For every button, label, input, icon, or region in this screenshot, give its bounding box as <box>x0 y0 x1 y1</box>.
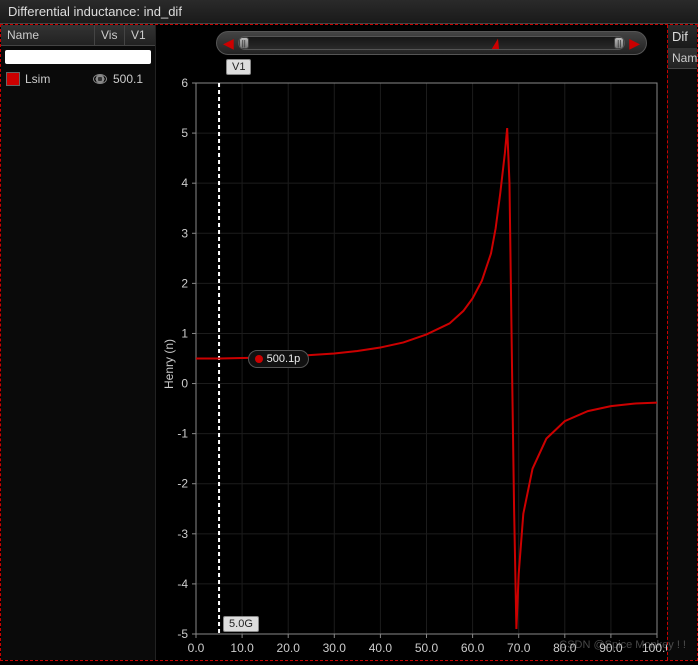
svg-text:80.0: 80.0 <box>553 641 577 655</box>
y-axis-label: Henry (n) <box>162 338 176 388</box>
main-area: Name Vis V1 Lsim 500.1 ◀ || || ▶ V1 <box>0 24 698 661</box>
svg-text:-4: -4 <box>177 577 188 591</box>
svg-text:60.0: 60.0 <box>461 641 485 655</box>
cursor-x-flag[interactable]: 5.0G <box>223 616 259 632</box>
chart-svg: -5-4-3-2-101234560.010.020.030.040.050.0… <box>156 77 667 660</box>
svg-text:4: 4 <box>181 176 188 190</box>
svg-text:-1: -1 <box>177 427 188 441</box>
svg-text:30.0: 30.0 <box>323 641 347 655</box>
svg-text:5: 5 <box>181 126 188 140</box>
slider-right-arrow-icon[interactable]: ▶ <box>629 35 640 52</box>
svg-text:2: 2 <box>181 276 188 290</box>
svg-text:50.0: 50.0 <box>415 641 439 655</box>
visibility-eye-icon[interactable] <box>93 74 107 84</box>
window-title: Differential inductance: ind_dif <box>0 0 698 24</box>
svg-text:6: 6 <box>181 77 188 90</box>
legend-value: 500.1 <box>113 72 149 86</box>
data-marker-flag[interactable]: 500.1p <box>248 350 310 368</box>
svg-text:1: 1 <box>181 326 188 340</box>
legend-row-lsim[interactable]: Lsim 500.1 <box>1 68 155 90</box>
range-slider[interactable]: ◀ || || ▶ <box>216 31 647 55</box>
slider-left-arrow-icon[interactable]: ◀ <box>223 35 234 52</box>
svg-text:0.0: 0.0 <box>188 641 205 655</box>
svg-text:-2: -2 <box>177 477 188 491</box>
svg-text:-3: -3 <box>177 527 188 541</box>
v1-cursor-flag[interactable]: V1 <box>226 59 251 75</box>
marker-label: 500.1p <box>267 353 301 365</box>
chart-canvas[interactable]: -5-4-3-2-101234560.010.020.030.040.050.0… <box>156 77 667 660</box>
slider-mini-preview <box>251 37 612 50</box>
svg-text:100.0: 100.0 <box>642 641 667 655</box>
right-panel-title: Dif <box>668 25 697 48</box>
col-name-header[interactable]: Name <box>1 25 95 45</box>
col-v1-header[interactable]: V1 <box>125 25 155 45</box>
svg-text:-5: -5 <box>177 627 188 641</box>
sidebar-header: Name Vis V1 <box>1 25 155 46</box>
svg-text:0: 0 <box>181 377 188 391</box>
svg-text:20.0: 20.0 <box>277 641 301 655</box>
svg-text:10.0: 10.0 <box>230 641 254 655</box>
right-panel-name-header[interactable]: Nam <box>668 48 697 69</box>
slider-inner[interactable]: || || <box>238 36 625 50</box>
marker-dot-icon <box>255 355 263 363</box>
svg-text:70.0: 70.0 <box>507 641 531 655</box>
legend-swatch <box>7 73 19 85</box>
svg-text:3: 3 <box>181 226 188 240</box>
sidebar: Name Vis V1 Lsim 500.1 <box>1 25 156 660</box>
sidebar-highlight-strip <box>5 50 151 64</box>
slider-handle-left[interactable]: || <box>239 37 249 49</box>
plot-area: ◀ || || ▶ V1 -5-4-3-2-101234560.010.020.… <box>156 25 667 660</box>
legend-label: Lsim <box>25 72 50 86</box>
svg-text:90.0: 90.0 <box>599 641 623 655</box>
right-panel: Dif Nam <box>667 25 697 660</box>
col-vis-header[interactable]: Vis <box>95 25 125 45</box>
slider-handle-right[interactable]: || <box>614 37 624 49</box>
svg-text:40.0: 40.0 <box>369 641 393 655</box>
